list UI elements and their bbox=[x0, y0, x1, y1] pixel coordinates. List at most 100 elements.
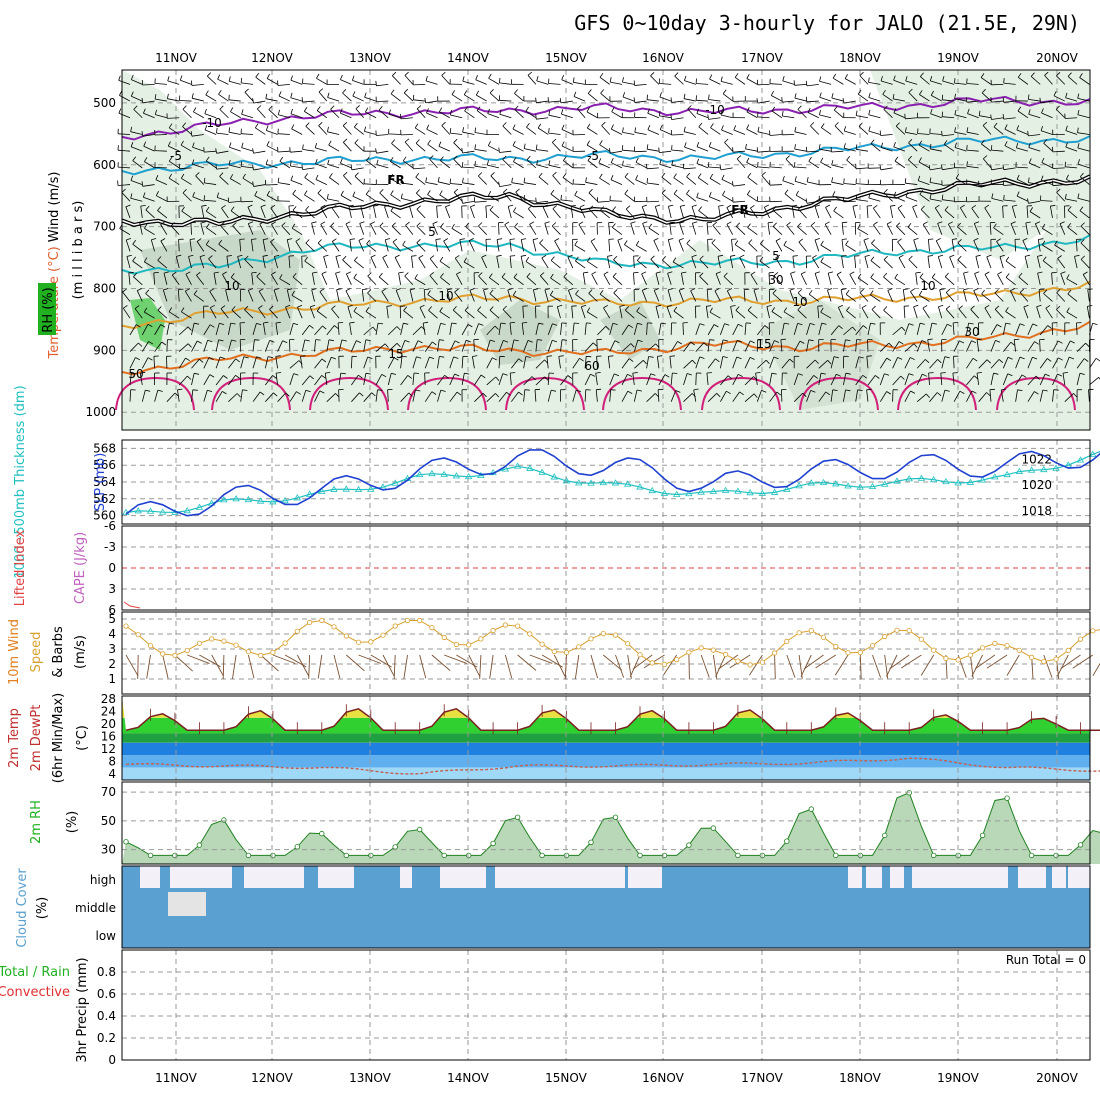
wind-barb-flag bbox=[774, 340, 780, 343]
wind10-speed-marker bbox=[478, 636, 484, 642]
rh-marker bbox=[833, 852, 839, 859]
wind-barb-flag bbox=[918, 290, 923, 296]
wind-barb-flag bbox=[180, 307, 185, 313]
wind-barb-flag bbox=[630, 343, 635, 348]
wind-barb bbox=[252, 339, 255, 352]
wind-barb bbox=[336, 289, 340, 302]
thickness-marker bbox=[636, 483, 644, 490]
wind-barb bbox=[928, 372, 930, 386]
wind-barb bbox=[449, 373, 455, 386]
wind-barb-flag bbox=[690, 288, 696, 292]
wind-barb-flag bbox=[670, 97, 672, 103]
wind-barb-flag bbox=[814, 271, 820, 274]
thickness-marker bbox=[452, 472, 461, 479]
wind-barb-flag bbox=[470, 204, 476, 208]
thickness-marker bbox=[415, 470, 424, 478]
wind10-barb bbox=[333, 654, 341, 679]
wind-barb-flag bbox=[862, 325, 868, 329]
wind-barb bbox=[913, 306, 918, 319]
wind-barb bbox=[1019, 292, 1029, 302]
wind-barb bbox=[991, 198, 1004, 202]
wind-barb bbox=[561, 113, 573, 119]
wind-barb-flag bbox=[954, 78, 956, 84]
wind-barb bbox=[1028, 134, 1041, 137]
wind-barb bbox=[487, 113, 500, 119]
wind-barb-flag bbox=[427, 139, 431, 145]
wind10-barb bbox=[815, 654, 837, 669]
wind-barb bbox=[760, 243, 770, 252]
wind-barb-flag bbox=[125, 204, 131, 208]
wind10-barb bbox=[247, 654, 255, 679]
wind-barb-flag bbox=[1044, 373, 1050, 377]
wind-barb bbox=[647, 148, 659, 152]
rh-marker bbox=[637, 852, 643, 859]
wind-barb-flag bbox=[130, 193, 133, 199]
wind10-speed-marker bbox=[417, 617, 423, 624]
wind-barb bbox=[841, 256, 844, 269]
wind-barb bbox=[390, 93, 401, 102]
wind-barb bbox=[879, 373, 885, 386]
wind-barb-flag bbox=[168, 173, 173, 179]
wind-barb-flag bbox=[1079, 172, 1084, 178]
wind-barb bbox=[141, 341, 150, 352]
wind-barb bbox=[453, 159, 463, 169]
wind-barb-flag bbox=[910, 288, 915, 292]
wind-barb-flag bbox=[1018, 272, 1023, 278]
wind-barb-flag bbox=[852, 204, 858, 207]
wind-barb bbox=[203, 390, 208, 402]
wind-barb bbox=[641, 206, 647, 219]
wind-barb-flag bbox=[143, 108, 146, 114]
wind-barb bbox=[674, 75, 684, 85]
wind-barb bbox=[818, 373, 822, 386]
wind-barb-flag bbox=[642, 204, 648, 208]
cloud-level-label: low bbox=[96, 929, 117, 943]
wind-barb-flag bbox=[489, 206, 494, 211]
wind-barb bbox=[573, 183, 586, 185]
wind-barb-flag bbox=[825, 221, 830, 225]
wind-barb-flag bbox=[236, 393, 241, 398]
wind-barb-flag bbox=[311, 288, 317, 291]
cloud-clear bbox=[628, 866, 662, 888]
wind-barb bbox=[177, 389, 180, 402]
wind-barb-flag bbox=[783, 307, 788, 313]
wind-barb-flag bbox=[218, 89, 222, 95]
wind-barb bbox=[360, 206, 365, 219]
wind-barb-flag bbox=[941, 111, 943, 117]
thickness-marker bbox=[256, 497, 265, 504]
wind-barb-flag bbox=[658, 147, 660, 153]
wind-barb bbox=[499, 113, 512, 119]
wind-barb bbox=[327, 198, 340, 202]
wind-barb bbox=[818, 360, 828, 369]
wind-barb-flag bbox=[934, 204, 940, 209]
wind-barb-flag bbox=[977, 338, 983, 341]
wind-barb-flag bbox=[894, 156, 899, 162]
wind-barb bbox=[597, 200, 610, 203]
wind-barb bbox=[832, 77, 844, 85]
wind-barb-flag bbox=[328, 140, 332, 146]
wind-barb bbox=[952, 372, 955, 386]
wind-barb bbox=[1076, 322, 1078, 335]
wind-barb bbox=[898, 257, 906, 269]
wind-barb bbox=[319, 291, 328, 302]
wind-barb bbox=[1050, 206, 1053, 219]
wind-barb-flag bbox=[138, 342, 143, 347]
wind-barb bbox=[721, 81, 733, 85]
thickness-marker bbox=[905, 475, 913, 482]
wind-barb-flag bbox=[204, 108, 207, 114]
wind-barb bbox=[222, 274, 229, 285]
wind-barb bbox=[1040, 100, 1053, 104]
wind-barb-flag bbox=[883, 306, 888, 311]
wind-barb bbox=[636, 311, 647, 319]
rh-marker bbox=[417, 826, 423, 833]
wind10-speed-marker bbox=[233, 642, 239, 648]
wind-barb bbox=[989, 222, 992, 235]
wind-barb bbox=[327, 164, 340, 169]
wind-barb bbox=[724, 142, 733, 152]
wind10-barb bbox=[146, 654, 151, 679]
wind-barb-flag bbox=[270, 204, 276, 209]
wind-barb-flag bbox=[986, 392, 991, 397]
wind-barb bbox=[315, 179, 327, 185]
wind-barb-flag bbox=[981, 88, 986, 94]
wind-barb bbox=[880, 167, 893, 171]
wind-barb-flag bbox=[820, 307, 824, 313]
